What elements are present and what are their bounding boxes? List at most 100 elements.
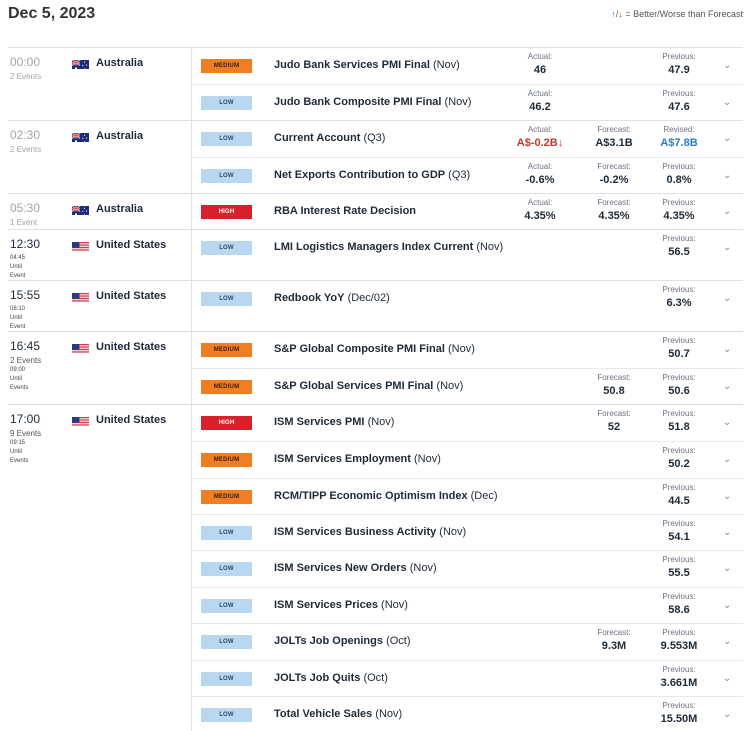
event-period: (Q3) — [448, 169, 471, 182]
event-title: JOLTs Job Openings — [274, 635, 383, 648]
importance-badge: LOW — [201, 525, 252, 540]
chevron-down-icon[interactable]: ⌄ — [723, 97, 732, 109]
event-row[interactable]: HIGH RBA Interest Rate Decision Actual: 4.3… — [192, 194, 743, 230]
group-info: 12:30 04:45 Until Event United States — [8, 230, 192, 280]
event-name[interactable]: Current Account (Q3) — [274, 132, 385, 144]
previous-number: 4.35% — [663, 209, 695, 222]
event-name[interactable]: JOLTs Job Quits (Oct) — [274, 672, 388, 684]
previous-label: Previous: — [662, 285, 696, 294]
previous-value: Previous: 15.50M — [644, 700, 714, 727]
event-group: 12:30 04:45 Until Event United States LOW LMI … — [8, 229, 743, 280]
event-row[interactable]: LOW Total Vehicle Sales (Nov) Previous: 15.… — [192, 695, 743, 731]
event-name[interactable]: Judo Bank Composite PMI Final (Nov) — [274, 96, 471, 108]
event-row[interactable]: LOW JOLTs Job Quits (Oct) Previous: 3.661M ⌄ — [192, 659, 743, 696]
group-countdown: 09:15 Until Events — [10, 439, 29, 464]
forecast-value: Forecast: 50.8 — [579, 372, 649, 399]
event-name[interactable]: RBA Interest Rate Decision — [274, 205, 416, 217]
event-row[interactable]: LOW JOLTs Job Openings (Oct) Forecast: 9.3M… — [192, 623, 743, 659]
event-name[interactable]: Redbook YoY (Dec/02) — [274, 292, 390, 304]
event-name[interactable]: ISM Services Prices (Nov) — [274, 599, 408, 611]
event-row[interactable]: LOW ISM Services Prices (Nov) Previous: 58.… — [192, 586, 743, 623]
previous-label: Previous: — [662, 89, 696, 99]
previous-value: Previous: 54.1 — [644, 518, 714, 545]
event-period: (Oct) — [363, 671, 388, 684]
chevron-down-icon[interactable]: ⌄ — [723, 563, 732, 575]
previous-label: Previous: — [662, 52, 696, 61]
previous-label: Previous: — [662, 700, 696, 710]
chevron-down-icon[interactable]: ⌄ — [723, 416, 732, 428]
chevron-down-icon[interactable]: ⌄ — [723, 205, 732, 217]
chevron-down-icon[interactable]: ⌄ — [723, 490, 732, 502]
chevron-down-icon[interactable]: ⌄ — [723, 599, 732, 611]
chevron-down-icon[interactable]: ⌄ — [723, 293, 732, 304]
chevron-down-icon[interactable]: ⌄ — [723, 170, 732, 182]
group-event-count: 1 Event — [10, 217, 38, 227]
event-name[interactable]: LMI Logistics Managers Index Current (No… — [274, 241, 503, 253]
event-group: 16:45 2 Events 09:00 Until Events United Stat… — [8, 331, 743, 404]
event-name[interactable]: Total Vehicle Sales (Nov) — [274, 708, 402, 720]
actual-text: -0.6% — [525, 174, 555, 187]
forecast-number: 4.35% — [598, 209, 630, 222]
event-title: ISM Services Prices — [274, 598, 378, 611]
event-row[interactable]: LOW Judo Bank Composite PMI Final (Nov) Ac… — [192, 84, 743, 120]
chevron-down-icon[interactable]: ⌄ — [723, 381, 732, 393]
previous-value: Previous: 47.6 — [644, 88, 714, 115]
importance-badge: MEDIUM — [201, 453, 252, 468]
event-row[interactable]: MEDIUM RCM/TIPP Economic Optimism Index (… — [192, 477, 743, 514]
event-period: (Nov) — [476, 241, 504, 253]
chevron-down-icon[interactable]: ⌄ — [723, 60, 732, 71]
event-group: 00:00 2 Events Australia MEDIUM Judo Bank Se… — [8, 47, 743, 120]
group-info: 05:30 1 Event Australia — [8, 193, 192, 229]
previous-value: Previous: 6.3% — [644, 284, 714, 311]
united-states-flag-icon — [72, 240, 89, 251]
event-row[interactable]: MEDIUM S&P Global Composite PMI Final (No… — [192, 332, 743, 368]
event-title: ISM Services Employment — [274, 453, 411, 466]
actual-text: 46 — [533, 64, 547, 76]
event-row[interactable]: MEDIUM S&P Global Services PMI Final (Nov… — [192, 368, 743, 404]
forecast-number: 9.3M — [601, 640, 627, 653]
event-period: (Nov) — [409, 562, 437, 575]
previous-value: Previous: 50.2 — [644, 445, 714, 472]
event-row[interactable]: LOW LMI Logistics Managers Index Current … — [192, 230, 743, 281]
event-row[interactable]: LOW ISM Services Business Activity (Nov) P… — [192, 513, 743, 550]
chevron-down-icon[interactable]: ⌄ — [723, 636, 732, 648]
actual-value: Actual: -0.6% — [505, 161, 575, 188]
event-name[interactable]: ISM Services PMI (Nov) — [274, 416, 394, 428]
event-name[interactable]: JOLTs Job Openings (Oct) — [274, 635, 411, 647]
event-row[interactable]: LOW ISM Services New Orders (Nov) Previous… — [192, 550, 743, 586]
forecast-label: Forecast: — [597, 162, 631, 172]
event-name[interactable]: RCM/TIPP Economic Optimism Index (Dec) — [274, 490, 498, 502]
actual-value: Actual: 4.35% — [505, 197, 575, 224]
event-name[interactable]: ISM Services New Orders (Nov) — [274, 562, 437, 574]
previous-number: 58.6 — [668, 603, 690, 616]
previous-number: A$7.8B — [660, 136, 698, 149]
event-title: LMI Logistics Managers Index Current — [274, 241, 474, 253]
event-name[interactable]: Net Exports Contribution to GDP (Q3) — [274, 169, 470, 181]
chevron-down-icon[interactable]: ⌄ — [723, 132, 732, 144]
event-name[interactable]: ISM Services Business Activity (Nov) — [274, 526, 466, 538]
importance-badge: MEDIUM — [201, 343, 252, 357]
chevron-down-icon[interactable]: ⌄ — [723, 672, 732, 684]
forecast-label: Forecast: — [597, 197, 631, 207]
event-name[interactable]: Judo Bank Services PMI Final (Nov) — [274, 59, 460, 71]
chevron-down-icon[interactable]: ⌄ — [723, 526, 732, 538]
event-row[interactable]: HIGH ISM Services PMI (Nov) Forecast: 52 Pre… — [192, 405, 743, 441]
event-row[interactable]: LOW Current Account (Q3) Actual: A$-0.2B↓ Fo… — [192, 121, 743, 157]
event-row[interactable]: LOW Redbook YoY (Dec/02) Previous: 6.3% ⌄ — [192, 281, 743, 332]
event-name[interactable]: S&P Global Composite PMI Final (Nov) — [274, 343, 475, 355]
chevron-down-icon[interactable]: ⌄ — [723, 708, 732, 720]
previous-number: 50.2 — [668, 458, 690, 471]
chevron-down-icon[interactable]: ⌄ — [723, 454, 732, 466]
event-name[interactable]: S&P Global Services PMI Final (Nov) — [274, 380, 463, 392]
chevron-down-icon[interactable]: ⌄ — [723, 344, 732, 355]
chevron-down-icon[interactable]: ⌄ — [723, 242, 732, 253]
importance-badge: LOW — [201, 131, 252, 146]
event-name[interactable]: ISM Services Employment (Nov) — [274, 453, 441, 465]
event-period: (Nov) — [436, 380, 464, 393]
event-row[interactable]: MEDIUM ISM Services Employment (Nov) Previ… — [192, 441, 743, 477]
group-country: United States — [96, 341, 167, 353]
event-row[interactable]: MEDIUM Judo Bank Services PMI Final (Nov)… — [192, 48, 743, 84]
previous-label: Previous: — [662, 336, 696, 345]
event-period: (Dec) — [470, 489, 498, 502]
event-row[interactable]: LOW Net Exports Contribution to GDP (Q3) A… — [192, 157, 743, 193]
